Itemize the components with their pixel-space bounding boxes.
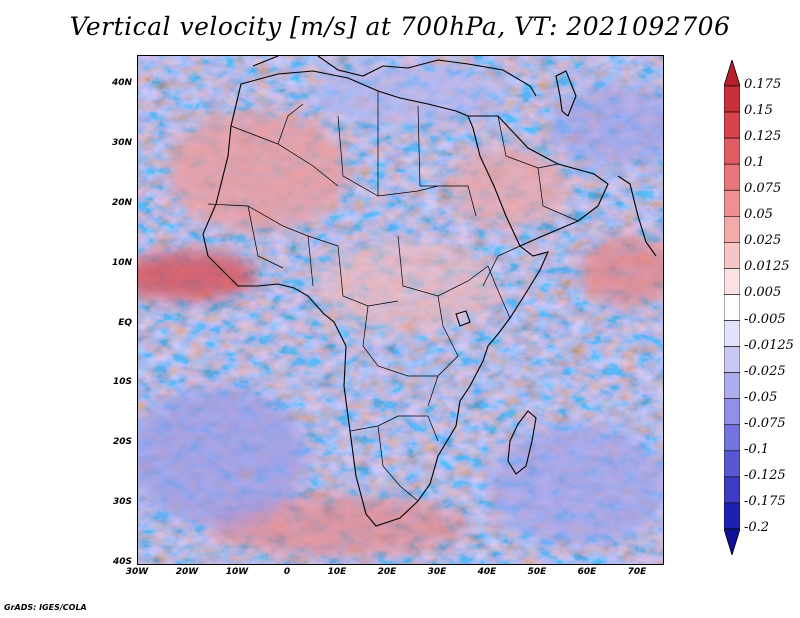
colorbar-tick-label: -0.05: [744, 389, 778, 405]
grads-credit: GrADS: IGES/COLA: [4, 603, 87, 612]
colorbar-tick-label: 0.15: [744, 103, 773, 119]
colorbar-segment: [724, 111, 740, 139]
colorbar-tick-label: -0.125: [744, 467, 786, 483]
lat-label-40n: 40N: [111, 78, 132, 88]
border-line: [482, 245, 521, 287]
colorbar-segment: [724, 450, 740, 478]
colorbar-segment: [724, 320, 740, 347]
colorbar: [724, 60, 740, 555]
indian-ocean-ascent-region: [578, 236, 663, 306]
border-line: [487, 265, 511, 319]
colorbar-segment: [724, 242, 740, 269]
colorbar-segment: [724, 424, 740, 452]
colorbar-segment: [724, 372, 740, 400]
vertical-velocity-map: [138, 56, 663, 564]
colorbar-segment: [724, 85, 740, 113]
colorbar-tick-label: 0.05: [744, 207, 773, 223]
border-line: [537, 167, 579, 222]
arabian-peninsula-coastline: [468, 115, 609, 247]
lon-label-20e: 20E: [377, 567, 397, 577]
lat-label-30n: 30N: [111, 138, 132, 148]
lon-label-20w: 20W: [175, 567, 199, 577]
sahara-ascent-region: [168, 111, 348, 231]
colorbar-tick-label: -0.2: [744, 520, 770, 535]
border-line: [307, 235, 399, 307]
mediterranean-subsidence: [308, 66, 508, 126]
south-atlantic-subsidence: [138, 386, 308, 526]
colorbar-segment: [724, 294, 740, 321]
colorbar-tick-label: 0.025: [744, 233, 782, 249]
colorbar-top-arrow: [724, 60, 740, 87]
coastlines: [202, 56, 657, 527]
lon-label-40e: 40E: [477, 567, 497, 577]
lon-label-50e: 50E: [527, 567, 547, 577]
lon-label-70e: 70E: [627, 567, 647, 577]
lon-label-60e: 60E: [577, 567, 597, 577]
europe-coastline: [252, 56, 537, 97]
border-line: [349, 415, 439, 442]
border-line: [417, 105, 477, 217]
border-line: [427, 295, 459, 407]
border-line: [230, 125, 339, 187]
colorbar-segment: [724, 137, 740, 165]
colorbar-tick-label: -0.005: [744, 311, 786, 327]
colorbar-segment: [724, 502, 740, 530]
colorbar-tick-label: 0.125: [744, 129, 782, 145]
lat-label-20n: 20N: [111, 198, 132, 208]
colorbar-segment: [724, 215, 740, 243]
india-coastline: [617, 175, 657, 257]
lon-label-30e: 30E: [427, 567, 447, 577]
colorbar-segment: [724, 346, 740, 373]
colorbar-tick-label: -0.025: [744, 363, 786, 379]
colorbar-tick-label: 0.1: [744, 155, 765, 171]
colorbar-tick-label: -0.1: [744, 441, 770, 457]
lake-victoria: [455, 310, 471, 327]
lat-label-eq: EQ: [118, 318, 132, 328]
lat-label-10s: 10S: [112, 377, 132, 387]
colorbar-bottom-arrow: [724, 528, 740, 555]
lon-label-30w: 30W: [125, 567, 149, 577]
border-line: [207, 203, 339, 247]
border-line: [247, 205, 284, 269]
lon-label-10e: 10E: [327, 567, 347, 577]
lat-label-30s: 30S: [112, 497, 132, 507]
colorbar-tick-label: -0.0125: [744, 337, 794, 353]
arabia-ascent-region: [448, 146, 568, 226]
asia-subsidence: [548, 86, 663, 166]
lat-label-10n: 10N: [111, 258, 132, 268]
lon-label-10w: 10W: [225, 567, 249, 577]
border-line: [277, 103, 304, 145]
colorbar-tick-label: 0.0125: [744, 259, 790, 275]
colorbar-tick-label: 0.175: [744, 77, 782, 92]
colorbar-segment: [724, 163, 740, 191]
lon-label-0: 0: [283, 567, 291, 577]
lat-label-40s: 40S: [112, 557, 132, 567]
colorbar-tick-label: 0.005: [744, 285, 782, 301]
colorbar-segment: [724, 268, 740, 295]
colorbar-segment: [724, 476, 740, 504]
chart-title: Vertical velocity [m/s] at 700hPa, VT: 2…: [69, 12, 731, 41]
colorbar-tick-label: 0.075: [744, 181, 782, 197]
atlantic-itcz-region: [138, 251, 258, 301]
colorbar-tick-label: -0.075: [744, 415, 786, 431]
colorbar-tick-label: -0.175: [744, 493, 786, 509]
border-line: [362, 305, 438, 377]
colorbar-segment: [724, 189, 740, 217]
colorbar-segment: [724, 398, 740, 426]
border-line: [377, 425, 419, 502]
regional-anomalies: [138, 66, 663, 556]
south-indian-subsidence: [488, 426, 663, 546]
central-africa-region: [318, 241, 498, 331]
caspian-sea: [555, 70, 577, 117]
lat-label-20s: 20S: [112, 437, 132, 447]
map-panel: [137, 55, 664, 565]
border-line: [497, 115, 559, 169]
country-borders: [207, 91, 579, 502]
madagascar-coastline: [507, 410, 537, 475]
